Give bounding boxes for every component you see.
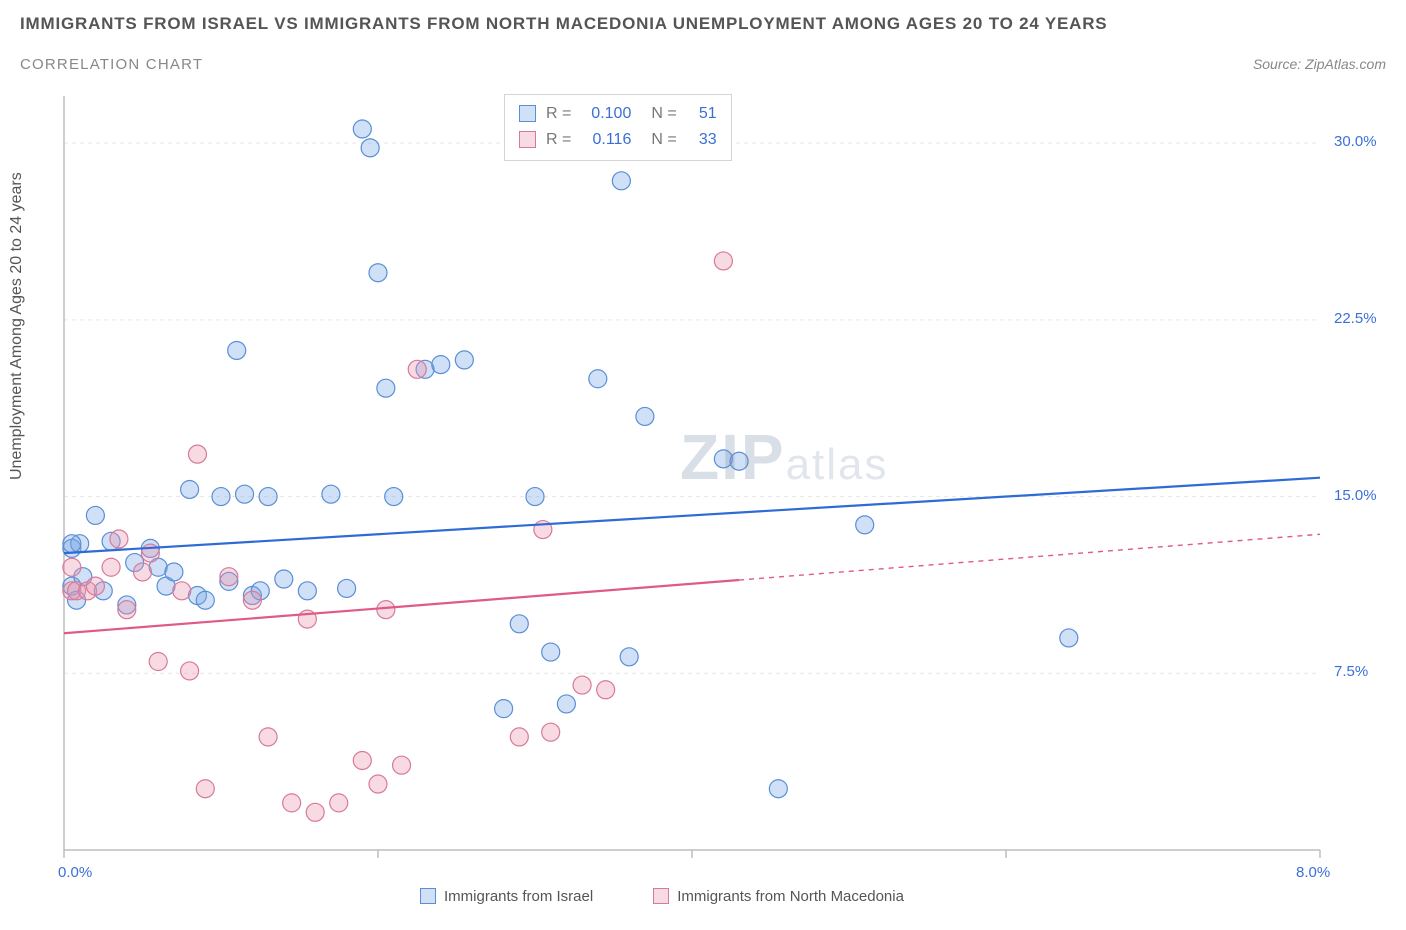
r-value: 0.100 [581,101,631,127]
legend-label: Immigrants from Israel [444,888,593,905]
r-label: R = [546,127,571,153]
legend-label: Immigrants from North Macedonia [677,888,904,905]
page-title: IMMIGRANTS FROM ISRAEL VS IMMIGRANTS FRO… [20,14,1107,34]
x-tick-label: 8.0% [1296,864,1330,881]
legend-stats-row-macedonia: R = 0.116 N = 33 [519,127,717,153]
scatter-plot [60,90,1380,880]
chart-subtitle: CORRELATION CHART [20,56,203,73]
legend-stats-row-israel: R = 0.100 N = 51 [519,101,717,127]
r-value: 0.116 [581,127,631,153]
y-tick-label: 15.0% [1334,487,1377,504]
n-label: N = [651,127,676,153]
y-tick-label: 7.5% [1334,663,1368,680]
n-value: 51 [687,101,717,127]
n-value: 33 [687,127,717,153]
r-label: R = [546,101,571,127]
source-attribution: Source: ZipAtlas.com [1253,56,1386,72]
legend-swatch-icon [420,888,436,904]
legend-swatch-icon [653,888,669,904]
plot-svg [60,90,1380,880]
y-axis-label: Unemployment Among Ages 20 to 24 years [8,172,26,480]
legend-swatch-icon [519,131,536,148]
x-tick-label: 0.0% [58,864,92,881]
y-tick-label: 22.5% [1334,310,1377,327]
chart-container: IMMIGRANTS FROM ISRAEL VS IMMIGRANTS FRO… [0,0,1406,930]
legend-stats-box: R = 0.100 N = 51 R = 0.116 N = 33 [504,94,732,161]
n-label: N = [651,101,676,127]
legend-item-israel: Immigrants from Israel [420,888,593,905]
y-tick-label: 30.0% [1334,133,1377,150]
legend-series: Immigrants from Israel Immigrants from No… [420,888,904,905]
legend-item-macedonia: Immigrants from North Macedonia [653,888,904,905]
legend-swatch-icon [519,105,536,122]
